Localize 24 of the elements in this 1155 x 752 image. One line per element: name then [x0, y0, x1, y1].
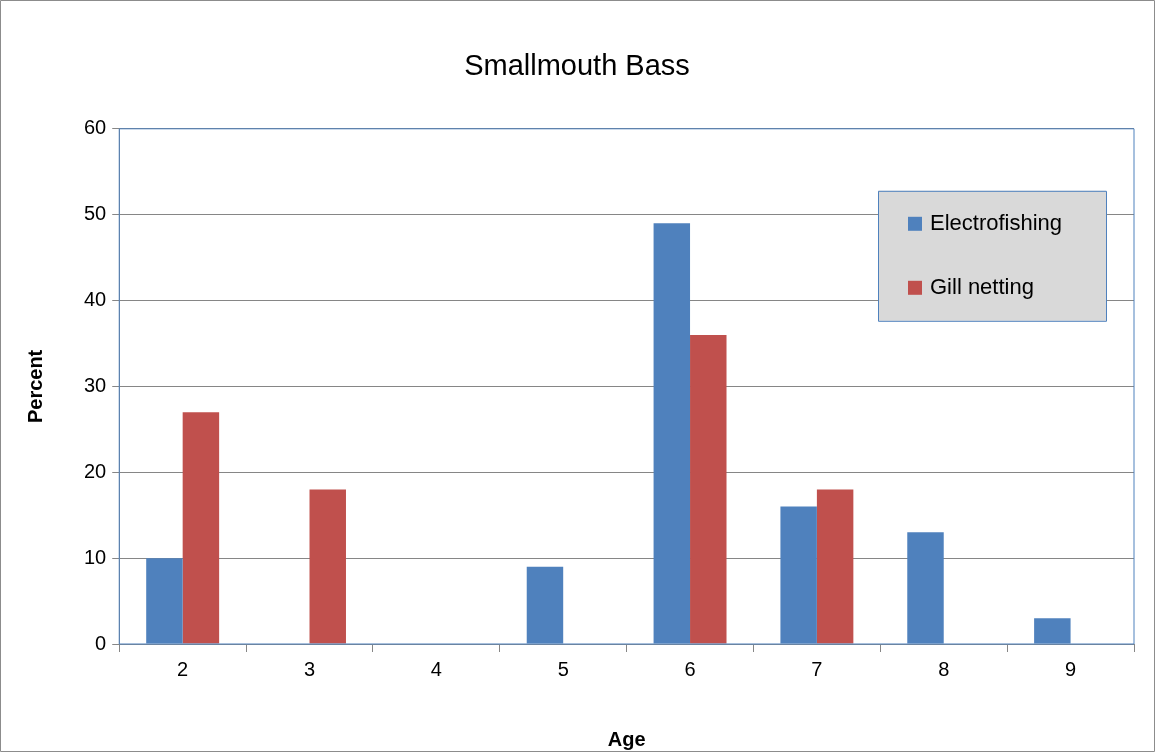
bar	[816, 489, 854, 644]
legend-label: Gill netting	[930, 273, 1034, 299]
x-tick-label: 8	[938, 657, 950, 680]
x-tick-label: 5	[557, 657, 569, 680]
y-tick-label: 30	[84, 373, 107, 396]
x-tick-label: 2	[177, 657, 189, 680]
y-tick-label: 0	[95, 631, 107, 654]
x-tick-label: 9	[1065, 657, 1077, 680]
y-tick-label: 40	[84, 288, 107, 311]
y-axis-title: Percent	[23, 349, 46, 424]
x-tick-label: 7	[811, 657, 823, 680]
y-tick-label: 60	[84, 116, 107, 139]
y-tick-label: 50	[84, 202, 107, 225]
x-tick-label: 3	[303, 657, 316, 680]
x-axis-title: Age	[607, 727, 646, 750]
y-tick-label: 20	[84, 459, 107, 482]
y-tick-label: 10	[84, 545, 107, 568]
x-tick-label: 4	[430, 657, 442, 680]
x-tick-label: 6	[684, 657, 696, 680]
bar	[182, 412, 220, 644]
bar	[690, 334, 727, 644]
bar	[309, 489, 346, 644]
chart-title: Smallmouth Bass	[464, 49, 690, 82]
legend-label: Electrofishing	[930, 209, 1063, 235]
